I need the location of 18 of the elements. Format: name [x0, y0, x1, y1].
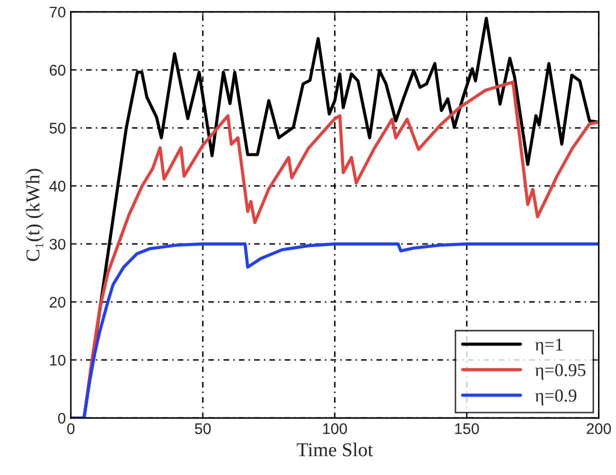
y-tick-label: 30 — [50, 238, 66, 250]
y-tick-label: 20 — [50, 296, 66, 308]
x-tick-label: 200 — [586, 423, 611, 434]
y-tick-label: 60 — [50, 64, 66, 76]
x-tick-label: 0 — [67, 423, 74, 434]
legend-label: η=1 — [535, 338, 562, 354]
x-tick-label: 150 — [455, 423, 479, 434]
legend-label: η=0.9 — [535, 390, 576, 406]
y-tick-label: 0 — [58, 412, 66, 424]
x-tick-label: 50 — [194, 423, 211, 434]
x-axis-title: Time Slot — [296, 442, 373, 456]
legend-label: η=0.95 — [535, 364, 586, 380]
y-tick-label: 10 — [50, 354, 66, 366]
y-tick-label: 50 — [50, 122, 66, 134]
y-tick-label: 40 — [49, 180, 66, 192]
y-axis-title: C₁(t) (kWh) — [26, 168, 44, 261]
x-tick-label: 100 — [323, 423, 347, 434]
y-tick-label: 70 — [50, 6, 66, 18]
